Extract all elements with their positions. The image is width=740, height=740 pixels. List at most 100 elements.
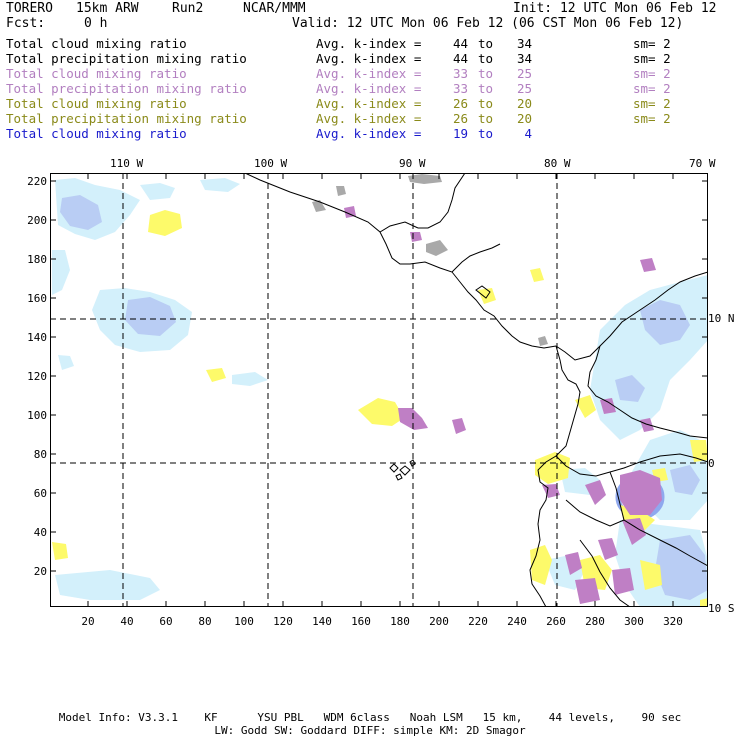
legend-to: 20: [516, 96, 532, 111]
legend-field-name: Total cloud mixing ratio: [6, 66, 187, 81]
x-tick-320: 320: [663, 615, 683, 628]
x-tick-200: 200: [429, 615, 449, 628]
source-label: NCAR/MMM: [243, 1, 306, 16]
lat-label-10s: 10 S: [708, 602, 735, 615]
x-tick-20: 20: [81, 615, 95, 628]
y-tick-40: 40: [33, 526, 47, 539]
lon-label-90w: 90 W: [399, 157, 426, 170]
x-tick-220: 220: [468, 615, 488, 628]
x-tick-40: 40: [120, 615, 134, 628]
legend-from: 26: [452, 96, 468, 111]
legend-to-label: to: [478, 111, 494, 126]
x-tick-300: 300: [624, 615, 644, 628]
legend-avg-label: Avg. k-index =: [316, 81, 422, 96]
legend-row-3: Total cloud mixing ratio Avg. k-index = …: [6, 66, 706, 81]
model-resolution: 15km ARW: [76, 1, 139, 16]
x-tick-120: 120: [273, 615, 293, 628]
x-tick-60: 60: [159, 615, 173, 628]
model-info-line-1: Model Info: V3.3.1 KF YSU PBL WDM 6class…: [58, 711, 682, 724]
legend-to-label: to: [478, 96, 494, 111]
y-tick-200: 200: [27, 214, 47, 227]
lon-label-70w: 70 W: [689, 157, 716, 170]
forecast-label: Fcst:: [6, 16, 46, 31]
y-tick-160: 160: [27, 292, 47, 305]
legend-from: 33: [452, 66, 468, 81]
legend-to: 4: [524, 126, 532, 141]
graticule: [50, 173, 708, 607]
legend-row-1: Total cloud mixing ratio Avg. k-index = …: [6, 36, 706, 51]
y-tick-60: 60: [33, 487, 47, 500]
plot-frame: [50, 173, 708, 607]
y-tick-20: 20: [33, 565, 47, 578]
legend-smooth: sm= 2: [633, 36, 671, 51]
x-tick-280: 280: [585, 615, 605, 628]
lon-label-100w: 100 W: [254, 157, 288, 170]
legend-field-name: Total precipitation mixing ratio: [6, 51, 247, 66]
legend-to: 34: [516, 51, 532, 66]
legend-from: 33: [452, 81, 468, 96]
legend-row-5: Total cloud mixing ratio Avg. k-index = …: [6, 96, 706, 111]
x-tick-160: 160: [351, 615, 371, 628]
lat-label-0: 0: [708, 457, 715, 470]
y-tick-120: 120: [27, 370, 47, 383]
legend-avg-label: Avg. k-index =: [316, 126, 422, 141]
legend-to-label: to: [478, 81, 494, 96]
legend-smooth: sm= 2: [633, 51, 671, 66]
legend-to-label: to: [478, 66, 494, 81]
legend-smooth: sm= 2: [633, 66, 671, 81]
lon-label-80w: 80 W: [544, 157, 571, 170]
y-tick-100: 100: [27, 409, 47, 422]
x-tick-100: 100: [234, 615, 254, 628]
model-name: TORERO: [6, 1, 53, 16]
legend-avg-label: Avg. k-index =: [316, 51, 422, 66]
legend-row-4: Total precipitation mixing ratio Avg. k-…: [6, 81, 706, 96]
model-info-line-2: LW: Godd SW: Goddard DIFF: simple KM: 2D…: [214, 724, 526, 737]
coastlines: [244, 173, 708, 607]
valid-time: Valid: 12 UTC Mon 06 Feb 12 (06 CST Mon …: [292, 16, 684, 31]
legend-from: 44: [452, 36, 468, 51]
y-tick-80: 80: [33, 448, 47, 461]
legend-avg-label: Avg. k-index =: [316, 36, 422, 51]
x-tick-140: 140: [312, 615, 332, 628]
x-tick-180: 180: [390, 615, 410, 628]
legend-to: 25: [516, 81, 532, 96]
legend-from: 44: [452, 51, 468, 66]
y-tick-180: 180: [27, 253, 47, 266]
legend-avg-label: Avg. k-index =: [316, 66, 422, 81]
legend-row-6: Total precipitation mixing ratio Avg. k-…: [6, 111, 706, 126]
y-tick-220: 220: [27, 175, 47, 188]
legend-to: 20: [516, 111, 532, 126]
legend-field-name: Total precipitation mixing ratio: [6, 111, 247, 126]
init-time: Init: 12 UTC Mon 06 Feb 12: [513, 1, 717, 16]
legend-to: 25: [516, 66, 532, 81]
legend-to-label: to: [478, 36, 494, 51]
legend-avg-label: Avg. k-index =: [316, 96, 422, 111]
legend-to: 34: [516, 36, 532, 51]
legend-smooth: sm= 2: [633, 81, 671, 96]
legend-from: 19: [452, 126, 468, 141]
y-tick-140: 140: [27, 331, 47, 344]
legend-field-name: Total cloud mixing ratio: [6, 96, 187, 111]
legend-smooth: sm= 2: [633, 111, 671, 126]
x-tick-260: 260: [546, 615, 566, 628]
x-tick-240: 240: [507, 615, 527, 628]
precip-field: [52, 174, 708, 607]
legend-row-2: Total precipitation mixing ratio Avg. k-…: [6, 51, 706, 66]
run-label: Run2: [172, 1, 204, 16]
y-tick-marks: [50, 180, 708, 572]
legend-field-name: Total cloud mixing ratio: [6, 126, 187, 141]
cloud-field: [52, 178, 708, 607]
lat-label-10n: 10 N: [708, 312, 735, 325]
legend-row-7: Total cloud mixing ratio Avg. k-index = …: [6, 126, 706, 141]
forecast-value: 0 h: [84, 16, 108, 31]
legend-field-name: Total precipitation mixing ratio: [6, 81, 247, 96]
legend-field-name: Total cloud mixing ratio: [6, 36, 187, 51]
legend-avg-label: Avg. k-index =: [316, 111, 422, 126]
legend-to-label: to: [478, 126, 494, 141]
x-tick-80: 80: [198, 615, 212, 628]
lon-label-110w: 110 W: [110, 157, 144, 170]
legend-from: 26: [452, 111, 468, 126]
legend-smooth: sm= 2: [633, 96, 671, 111]
legend-to-label: to: [478, 51, 494, 66]
x-tick-marks: [87, 173, 674, 607]
